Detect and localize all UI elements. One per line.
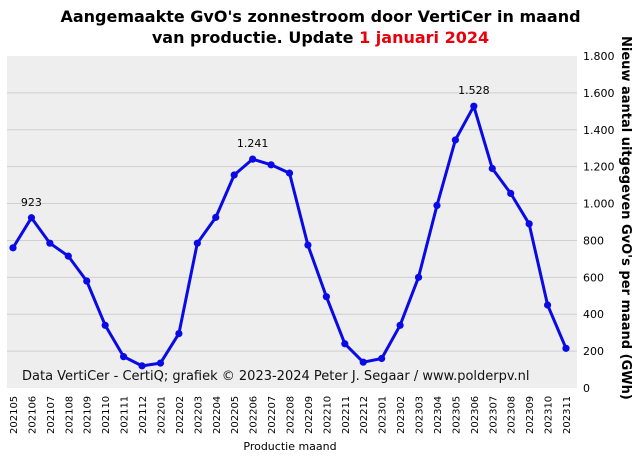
x-tick-label: 202309: [525, 396, 536, 434]
x-tick-label: 202206: [249, 396, 260, 434]
y-tick-label: 1.400: [583, 124, 615, 137]
data-point: [193, 239, 201, 247]
y-tick-label: 400: [583, 308, 604, 321]
data-point: [322, 293, 330, 301]
y-tick-label: 1.600: [583, 87, 615, 100]
data-point: [414, 273, 423, 281]
data-label: 1.528: [458, 84, 490, 97]
data-point: [9, 244, 17, 252]
data-point: [156, 359, 165, 367]
data-point: [138, 362, 146, 370]
data-point: [120, 353, 128, 361]
x-tick-label: 202205: [230, 396, 241, 434]
y-axis-label: Nieuw aantal uitgegeven GvO's per maand …: [618, 36, 633, 400]
y-axis-ticks: 0 200 400 600 800 1.000 1.200 1.400 1.600 1.800: [583, 50, 615, 395]
data-point: [101, 321, 109, 329]
x-tick-label: 202207: [267, 396, 278, 434]
x-tick-label: 202202: [175, 396, 186, 434]
x-tick-label: 202203: [193, 396, 204, 434]
data-point: [470, 102, 478, 110]
y-tick-label: 1.200: [583, 161, 615, 174]
data-point: [378, 354, 386, 363]
series-group: [9, 102, 570, 370]
data-point: [488, 164, 496, 173]
y-tick-label: 1.000: [583, 198, 615, 211]
y-tick-label: 800: [583, 234, 604, 247]
x-tick-label: 202204: [212, 396, 223, 434]
data-label: 923: [21, 196, 42, 209]
data-point: [359, 358, 367, 366]
x-tick-label: 202210: [322, 396, 333, 434]
chart-title-prefix: van productie. Update: [151, 28, 360, 47]
x-tick-label: 202303: [415, 396, 426, 434]
x-axis-ticks: 202105 202106 202107 202108 202109 202110 2021…: [9, 396, 573, 434]
x-tick-label: 202105: [9, 396, 20, 434]
x-axis-label: Productie maand: [243, 440, 336, 453]
x-tick-label: 202302: [396, 396, 407, 434]
data-point: [304, 241, 312, 249]
plot-area: [7, 56, 577, 388]
x-tick-label: 202209: [304, 396, 315, 434]
data-point: [267, 161, 275, 169]
data-point: [341, 340, 349, 348]
x-tick-label: 202201: [156, 396, 167, 434]
x-tick-label: 202112: [138, 396, 149, 434]
x-tick-label: 202110: [101, 396, 112, 434]
data-point: [27, 214, 36, 222]
data-point: [525, 220, 533, 228]
x-tick-label: 202111: [120, 396, 131, 434]
chart-title-line1: Aangemaakte GvO's zonnestroom door Verti…: [60, 7, 581, 26]
x-tick-label: 202108: [64, 396, 75, 434]
x-tick-label: 202212: [359, 396, 370, 434]
data-point: [433, 201, 441, 209]
data-label: 1.241: [237, 137, 269, 150]
data-point: [230, 171, 238, 179]
x-tick-label: 202301: [378, 396, 389, 434]
x-tick-label: 202310: [544, 396, 555, 434]
x-tick-label: 202306: [470, 396, 481, 434]
data-point: [175, 329, 183, 338]
x-tick-label: 202308: [507, 396, 518, 434]
data-point: [212, 213, 220, 221]
y-tick-label: 0: [583, 382, 590, 395]
x-tick-label: 202208: [286, 396, 297, 434]
data-point: [451, 136, 459, 144]
data-point: [543, 301, 552, 309]
y-tick-label: 200: [583, 345, 604, 358]
x-tick-label: 202107: [46, 396, 57, 434]
data-point: [64, 252, 72, 260]
data-point: [249, 155, 257, 163]
data-point: [46, 239, 54, 247]
x-tick-label: 202307: [488, 396, 499, 434]
y-tick-label: 600: [583, 271, 604, 284]
x-tick-label: 202304: [433, 396, 444, 434]
x-tick-label: 202106: [27, 396, 38, 434]
chart-title-date: 1 januari 2024: [359, 28, 490, 47]
chart-title-line2: van productie. Update 1 januari 2024: [0, 27, 641, 48]
data-point: [396, 321, 404, 329]
data-point: [83, 277, 91, 285]
x-tick-label: 202311: [562, 396, 573, 434]
chart-title: Aangemaakte GvO's zonnestroom door Verti…: [0, 6, 641, 48]
annotations: 923 1.241 1.528: [21, 84, 490, 209]
x-tick-label: 202109: [83, 396, 94, 434]
data-point: [507, 189, 515, 198]
watermark: Data VertiCer - CertiQ; grafiek © 2023-2…: [22, 369, 530, 384]
data-point: [562, 344, 570, 352]
data-point: [285, 169, 294, 177]
y-tick-label: 1.800: [583, 50, 615, 63]
x-tick-label: 202305: [451, 396, 462, 434]
x-tick-label: 202211: [341, 396, 352, 434]
